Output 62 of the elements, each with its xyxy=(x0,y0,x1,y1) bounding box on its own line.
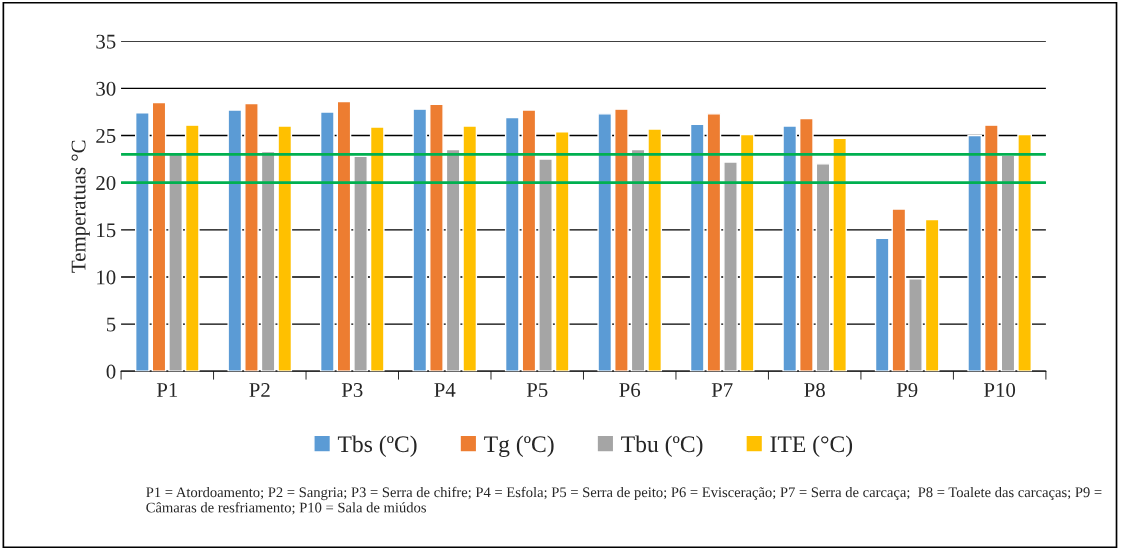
bar xyxy=(504,116,520,372)
y-tick-label: 35 xyxy=(96,34,116,49)
bar xyxy=(614,108,629,372)
legend-label: ITE (°C) xyxy=(770,435,853,457)
y-tick-label: 15 xyxy=(97,223,116,238)
bar xyxy=(353,155,368,372)
bar xyxy=(168,153,183,372)
bar xyxy=(134,112,150,372)
bar xyxy=(462,125,478,372)
y-tick-label: 10 xyxy=(97,270,116,285)
text: P1 = Atordoamento; P2 = Sangria; P3 = Serra de chifre; P4 = Esfola; P5 = Serra de peito; P6 = Evisceração; P7 = Serra de carcaça; P8 = Toalete das carcaças; P9 = Câmaras de resfriamento; P10 = Sala de miúdos xyxy=(146,486,1102,515)
y-tick-label: 0 xyxy=(106,364,116,379)
bar xyxy=(723,161,738,372)
bar xyxy=(319,111,335,372)
bar xyxy=(908,278,923,372)
x-tick-label: P5 xyxy=(526,383,548,398)
bar xyxy=(832,137,848,372)
bar xyxy=(597,113,613,372)
y-axis-title: Temperatuas °C xyxy=(71,140,90,273)
bar xyxy=(706,113,722,372)
bar xyxy=(815,163,831,372)
y-tick-label: 20 xyxy=(96,176,116,191)
bar xyxy=(554,131,570,372)
bar xyxy=(647,128,663,372)
bar xyxy=(412,108,428,372)
x-tick-label: P4 xyxy=(434,383,456,397)
y-tick-label: 5 xyxy=(107,317,116,332)
bar xyxy=(336,100,352,372)
bar xyxy=(538,158,553,372)
bar xyxy=(521,109,537,372)
bar xyxy=(630,148,646,372)
bar xyxy=(184,124,200,372)
x-tick-label: P2 xyxy=(249,383,270,397)
bar xyxy=(1017,133,1032,372)
x-tick-label: P9 xyxy=(896,383,918,398)
x-tick-label: P3 xyxy=(341,383,363,398)
bar xyxy=(445,148,461,372)
x-tick-label: P8 xyxy=(804,382,825,398)
legend-label: Tg (ºC) xyxy=(484,435,554,458)
bar xyxy=(151,101,167,372)
x-tick-label: P6 xyxy=(619,383,641,398)
legend-label: Tbs (ºC) xyxy=(337,435,417,457)
bar xyxy=(277,125,293,372)
bar xyxy=(967,134,983,372)
legend-label: Tbu (ºC) xyxy=(621,435,703,457)
x-tick-label: P10 xyxy=(984,382,1016,398)
bar xyxy=(260,150,276,372)
bar xyxy=(983,124,999,372)
bar xyxy=(244,102,259,372)
bar xyxy=(227,109,243,372)
x-tick-label: P1 xyxy=(156,383,178,397)
bar xyxy=(1000,154,1016,372)
bar xyxy=(799,117,814,372)
y-tick-label: 30 xyxy=(96,81,116,96)
bar xyxy=(369,126,385,372)
bar xyxy=(924,218,940,372)
y-tick-label: 25 xyxy=(96,128,116,143)
x-tick-label: P7 xyxy=(711,383,733,397)
bar xyxy=(429,103,444,372)
bar xyxy=(782,125,798,372)
bar xyxy=(739,133,755,372)
bar xyxy=(689,123,705,372)
